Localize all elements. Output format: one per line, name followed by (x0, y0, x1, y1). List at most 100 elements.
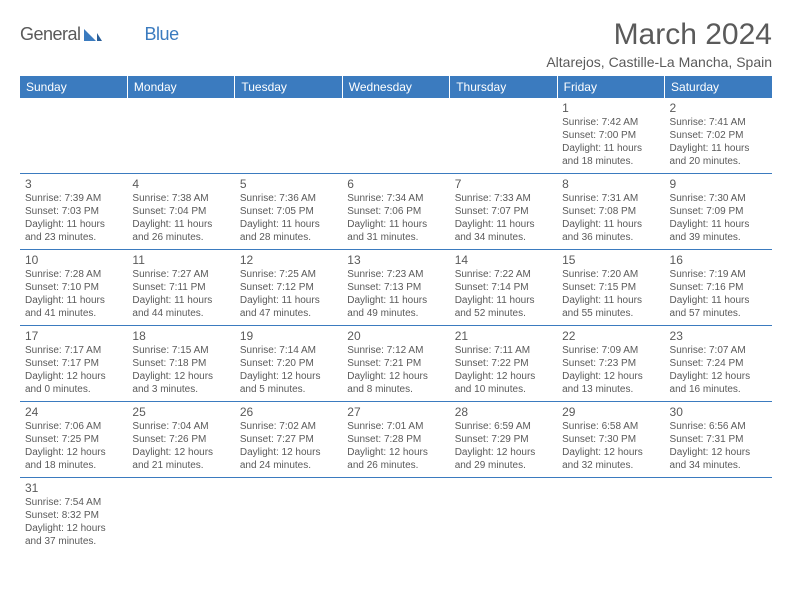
calendar-cell-empty (665, 478, 772, 554)
logo-text-a: General (20, 24, 81, 45)
day-info: Sunrise: 7:42 AMSunset: 7:00 PMDaylight:… (562, 116, 659, 168)
calendar-cell: 15Sunrise: 7:20 AMSunset: 7:15 PMDayligh… (557, 250, 664, 326)
day-info: Sunrise: 7:54 AMSunset: 8:32 PMDaylight:… (25, 496, 122, 548)
day-number: 18 (132, 329, 229, 343)
day-number: 26 (240, 405, 337, 419)
day-info: Sunrise: 7:36 AMSunset: 7:05 PMDaylight:… (240, 192, 337, 244)
calendar-cell: 9Sunrise: 7:30 AMSunset: 7:09 PMDaylight… (665, 174, 772, 250)
day-number: 13 (347, 253, 444, 267)
day-info: Sunrise: 7:12 AMSunset: 7:21 PMDaylight:… (347, 344, 444, 396)
calendar-cell: 3Sunrise: 7:39 AMSunset: 7:03 PMDaylight… (20, 174, 127, 250)
day-info: Sunrise: 7:25 AMSunset: 7:12 PMDaylight:… (240, 268, 337, 320)
day-number: 30 (670, 405, 767, 419)
day-info: Sunrise: 7:06 AMSunset: 7:25 PMDaylight:… (25, 420, 122, 472)
day-info: Sunrise: 7:14 AMSunset: 7:20 PMDaylight:… (240, 344, 337, 396)
day-number: 14 (455, 253, 552, 267)
day-header: Wednesday (342, 76, 449, 98)
day-number: 3 (25, 177, 122, 191)
day-number: 11 (132, 253, 229, 267)
month-title: March 2024 (546, 18, 772, 52)
calendar-cell-empty (235, 98, 342, 174)
day-info: Sunrise: 7:30 AMSunset: 7:09 PMDaylight:… (670, 192, 767, 244)
day-info: Sunrise: 7:02 AMSunset: 7:27 PMDaylight:… (240, 420, 337, 472)
calendar-cell: 5Sunrise: 7:36 AMSunset: 7:05 PMDaylight… (235, 174, 342, 250)
calendar-cell: 16Sunrise: 7:19 AMSunset: 7:16 PMDayligh… (665, 250, 772, 326)
day-info: Sunrise: 7:17 AMSunset: 7:17 PMDaylight:… (25, 344, 122, 396)
day-number: 6 (347, 177, 444, 191)
calendar-cell: 21Sunrise: 7:11 AMSunset: 7:22 PMDayligh… (450, 326, 557, 402)
day-info: Sunrise: 7:22 AMSunset: 7:14 PMDaylight:… (455, 268, 552, 320)
day-info: Sunrise: 7:07 AMSunset: 7:24 PMDaylight:… (670, 344, 767, 396)
calendar-cell: 19Sunrise: 7:14 AMSunset: 7:20 PMDayligh… (235, 326, 342, 402)
calendar-cell-empty (557, 478, 664, 554)
title-block: March 2024 Altarejos, Castille-La Mancha… (546, 18, 772, 70)
day-info: Sunrise: 7:23 AMSunset: 7:13 PMDaylight:… (347, 268, 444, 320)
day-number: 15 (562, 253, 659, 267)
calendar-cell: 23Sunrise: 7:07 AMSunset: 7:24 PMDayligh… (665, 326, 772, 402)
calendar-cell-empty (342, 98, 449, 174)
day-header: Friday (557, 76, 664, 98)
calendar-cell: 1Sunrise: 7:42 AMSunset: 7:00 PMDaylight… (557, 98, 664, 174)
day-info: Sunrise: 6:59 AMSunset: 7:29 PMDaylight:… (455, 420, 552, 472)
day-info: Sunrise: 6:56 AMSunset: 7:31 PMDaylight:… (670, 420, 767, 472)
calendar-row: 17Sunrise: 7:17 AMSunset: 7:17 PMDayligh… (20, 326, 772, 402)
calendar-cell: 26Sunrise: 7:02 AMSunset: 7:27 PMDayligh… (235, 402, 342, 478)
day-header: Monday (127, 76, 234, 98)
day-info: Sunrise: 7:04 AMSunset: 7:26 PMDaylight:… (132, 420, 229, 472)
calendar-cell-empty (20, 98, 127, 174)
calendar-cell: 13Sunrise: 7:23 AMSunset: 7:13 PMDayligh… (342, 250, 449, 326)
calendar-cell-empty (450, 478, 557, 554)
calendar-cell: 24Sunrise: 7:06 AMSunset: 7:25 PMDayligh… (20, 402, 127, 478)
day-info: Sunrise: 7:27 AMSunset: 7:11 PMDaylight:… (132, 268, 229, 320)
day-number: 16 (670, 253, 767, 267)
calendar-cell: 7Sunrise: 7:33 AMSunset: 7:07 PMDaylight… (450, 174, 557, 250)
calendar-cell: 10Sunrise: 7:28 AMSunset: 7:10 PMDayligh… (20, 250, 127, 326)
day-number: 17 (25, 329, 122, 343)
day-header: Sunday (20, 76, 127, 98)
calendar-cell: 27Sunrise: 7:01 AMSunset: 7:28 PMDayligh… (342, 402, 449, 478)
calendar-cell: 6Sunrise: 7:34 AMSunset: 7:06 PMDaylight… (342, 174, 449, 250)
day-number: 24 (25, 405, 122, 419)
calendar-cell: 18Sunrise: 7:15 AMSunset: 7:18 PMDayligh… (127, 326, 234, 402)
day-info: Sunrise: 7:33 AMSunset: 7:07 PMDaylight:… (455, 192, 552, 244)
calendar-cell: 25Sunrise: 7:04 AMSunset: 7:26 PMDayligh… (127, 402, 234, 478)
day-number: 7 (455, 177, 552, 191)
calendar-row: 10Sunrise: 7:28 AMSunset: 7:10 PMDayligh… (20, 250, 772, 326)
day-header: Tuesday (235, 76, 342, 98)
calendar-cell-empty (450, 98, 557, 174)
day-info: Sunrise: 7:20 AMSunset: 7:15 PMDaylight:… (562, 268, 659, 320)
day-number: 8 (562, 177, 659, 191)
day-info: Sunrise: 7:28 AMSunset: 7:10 PMDaylight:… (25, 268, 122, 320)
calendar-cell-empty (235, 478, 342, 554)
day-number: 29 (562, 405, 659, 419)
calendar-row: 24Sunrise: 7:06 AMSunset: 7:25 PMDayligh… (20, 402, 772, 478)
day-header-row: SundayMondayTuesdayWednesdayThursdayFrid… (20, 76, 772, 98)
day-info: Sunrise: 7:31 AMSunset: 7:08 PMDaylight:… (562, 192, 659, 244)
calendar-cell: 4Sunrise: 7:38 AMSunset: 7:04 PMDaylight… (127, 174, 234, 250)
location: Altarejos, Castille-La Mancha, Spain (546, 54, 772, 70)
day-info: Sunrise: 7:15 AMSunset: 7:18 PMDaylight:… (132, 344, 229, 396)
day-number: 20 (347, 329, 444, 343)
day-info: Sunrise: 7:01 AMSunset: 7:28 PMDaylight:… (347, 420, 444, 472)
day-info: Sunrise: 7:11 AMSunset: 7:22 PMDaylight:… (455, 344, 552, 396)
day-info: Sunrise: 7:19 AMSunset: 7:16 PMDaylight:… (670, 268, 767, 320)
calendar-body: 1Sunrise: 7:42 AMSunset: 7:00 PMDaylight… (20, 98, 772, 553)
logo-sail-icon (83, 27, 103, 43)
calendar-cell: 17Sunrise: 7:17 AMSunset: 7:17 PMDayligh… (20, 326, 127, 402)
calendar-cell: 30Sunrise: 6:56 AMSunset: 7:31 PMDayligh… (665, 402, 772, 478)
day-number: 25 (132, 405, 229, 419)
day-number: 22 (562, 329, 659, 343)
day-number: 4 (132, 177, 229, 191)
calendar-cell: 28Sunrise: 6:59 AMSunset: 7:29 PMDayligh… (450, 402, 557, 478)
calendar-table: SundayMondayTuesdayWednesdayThursdayFrid… (20, 76, 772, 553)
calendar-cell: 14Sunrise: 7:22 AMSunset: 7:14 PMDayligh… (450, 250, 557, 326)
day-info: Sunrise: 7:39 AMSunset: 7:03 PMDaylight:… (25, 192, 122, 244)
day-info: Sunrise: 7:34 AMSunset: 7:06 PMDaylight:… (347, 192, 444, 244)
calendar-row: 3Sunrise: 7:39 AMSunset: 7:03 PMDaylight… (20, 174, 772, 250)
day-info: Sunrise: 7:09 AMSunset: 7:23 PMDaylight:… (562, 344, 659, 396)
day-number: 10 (25, 253, 122, 267)
calendar-cell: 12Sunrise: 7:25 AMSunset: 7:12 PMDayligh… (235, 250, 342, 326)
day-info: Sunrise: 6:58 AMSunset: 7:30 PMDaylight:… (562, 420, 659, 472)
day-info: Sunrise: 7:41 AMSunset: 7:02 PMDaylight:… (670, 116, 767, 168)
calendar-cell: 2Sunrise: 7:41 AMSunset: 7:02 PMDaylight… (665, 98, 772, 174)
